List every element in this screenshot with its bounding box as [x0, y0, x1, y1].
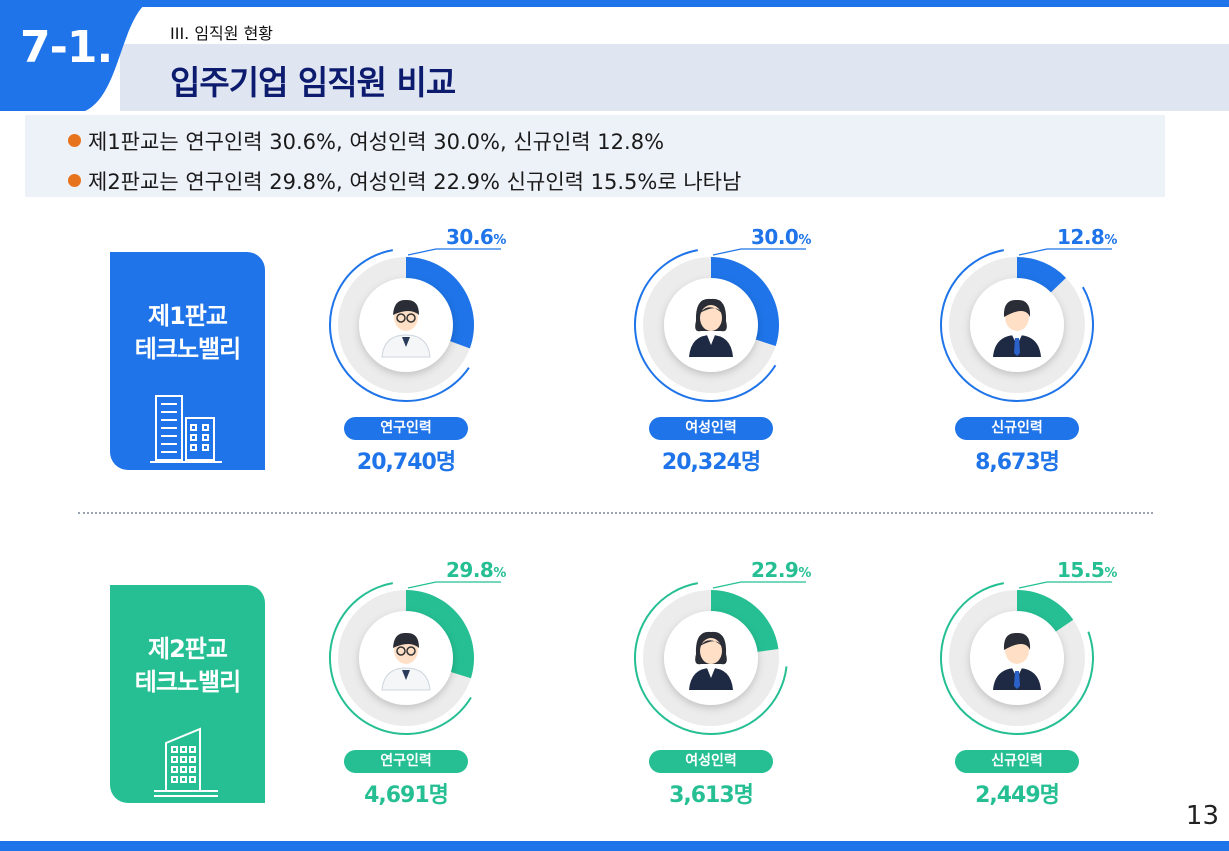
outer-ring-arc: [329, 582, 472, 735]
donut-park1-new: 12.8% 신규인력 8,673명: [932, 225, 1117, 475]
researcher-person-icon: [381, 632, 431, 691]
headcount-value: 3,613명: [669, 783, 754, 808]
percentage-label: 15.5%: [1057, 558, 1117, 582]
percentage-unit: %: [798, 233, 811, 248]
category-pill: 여성인력: [649, 750, 773, 773]
park-card-pangyo1: 제1판교 테크노밸리: [110, 252, 265, 470]
title-band: [120, 44, 1229, 111]
park-name-line2: 테크노밸리: [134, 335, 241, 363]
percentage-unit: %: [1104, 233, 1117, 248]
pct-leader-line: [407, 248, 501, 256]
category-pill: 신규인력: [955, 750, 1079, 773]
outer-ring-arc: [329, 249, 470, 402]
outer-ring-arc: [940, 582, 1094, 735]
bullet-dot-icon: [68, 174, 81, 187]
donut-chart: [634, 581, 806, 735]
percentage-value: 15.5: [1057, 558, 1105, 582]
percentage-label: 22.9%: [751, 558, 811, 582]
man-suit-person-icon: [993, 632, 1041, 690]
park-name-line1: 제2판교: [148, 635, 228, 663]
donut-park1-women: 30.0% 여성인력 20,324명: [626, 225, 811, 475]
pct-leader-line: [712, 581, 806, 589]
donut-chart: [329, 581, 501, 735]
park-name-line2: 테크노밸리: [134, 668, 241, 696]
percentage-value: 12.8: [1057, 225, 1105, 249]
researcher-person-icon: [381, 299, 431, 358]
pct-leader-line: [712, 248, 806, 256]
headcount-value: 20,740명: [356, 450, 456, 475]
pct-leader-line: [1018, 581, 1112, 589]
donut-park1-research: 30.6% 연구인력 20,740명: [321, 225, 506, 475]
headcount-value: 4,691명: [364, 783, 449, 808]
pct-leader-line: [407, 581, 501, 589]
category-pill: 연구인력: [344, 417, 468, 440]
percentage-unit: %: [1104, 566, 1117, 581]
category-pill: 신규인력: [955, 417, 1079, 440]
percentage-value: 22.9: [751, 558, 799, 582]
donut-chart: [940, 248, 1112, 402]
donut-chart: [634, 248, 806, 402]
top-accent-bar: [0, 0, 1229, 7]
building-icon: [150, 395, 222, 463]
percentage-label: 12.8%: [1057, 225, 1117, 249]
outer-ring-arc: [940, 249, 1094, 402]
woman-person-icon: [689, 298, 733, 357]
section-divider: [78, 512, 1153, 514]
headcount-value: 8,673명: [975, 450, 1060, 475]
donut-chart: [940, 581, 1112, 735]
outer-ring-arc: [634, 249, 777, 402]
page-title: 입주기업 임직원 비교: [170, 63, 456, 102]
bullet-dot-icon: [68, 134, 81, 147]
section-tab: [0, 0, 150, 111]
percentage-label: 30.6%: [446, 225, 506, 249]
summary-text: 제1판교는 연구인력 30.6%, 여성인력 30.0%, 신규인력 12.8%: [88, 130, 665, 154]
woman-person-icon: [689, 631, 733, 690]
summary-box: [25, 115, 1165, 197]
section-number: 7-1.: [20, 22, 113, 73]
park-card-pangyo2: 제2판교 테크노밸리: [110, 585, 265, 803]
percentage-label: 30.0%: [751, 225, 811, 249]
park-name: 제2판교 테크노밸리: [110, 633, 265, 699]
percentage-value: 29.8: [446, 558, 494, 582]
section-subtitle: III. 임직원 현황: [170, 24, 274, 43]
park-name-line1: 제1판교: [148, 302, 228, 330]
summary-text: 제2판교는 연구인력 29.8%, 여성인력 22.9% 신규인력 15.5%로…: [88, 170, 742, 194]
percentage-value: 30.6: [446, 225, 494, 249]
percentage-label: 29.8%: [446, 558, 506, 582]
headcount-value: 20,324명: [661, 450, 761, 475]
percentage-unit: %: [493, 233, 506, 248]
percentage-value: 30.0: [751, 225, 799, 249]
category-pill: 연구인력: [344, 750, 468, 773]
donut-park2-women: 22.9% 여성인력 3,613명: [626, 558, 811, 808]
percentage-unit: %: [493, 566, 506, 581]
building-icon: [154, 727, 218, 797]
category-pill: 여성인력: [649, 417, 773, 440]
donut-park2-research: 29.8% 연구인력 4,691명: [321, 558, 506, 808]
outer-ring-arc: [634, 582, 788, 735]
percentage-unit: %: [798, 566, 811, 581]
donut-park2-new: 15.5% 신규인력 2,449명: [932, 558, 1117, 808]
summary-item: 제2판교는 연구인력 29.8%, 여성인력 22.9% 신규인력 15.5%로…: [68, 166, 741, 196]
summary-item: 제1판교는 연구인력 30.6%, 여성인력 30.0%, 신규인력 12.8%: [68, 126, 664, 156]
park-name: 제1판교 테크노밸리: [110, 300, 265, 366]
headcount-value: 2,449명: [975, 783, 1060, 808]
man-suit-person-icon: [993, 299, 1041, 357]
pct-leader-line: [1018, 248, 1112, 256]
bottom-accent-bar: [0, 841, 1229, 851]
donut-chart: [329, 248, 501, 402]
page-number: 13: [1185, 801, 1219, 831]
